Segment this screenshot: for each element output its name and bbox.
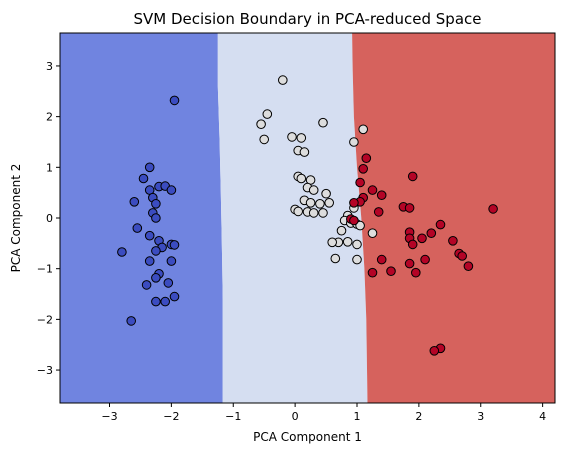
data-point-class-2 xyxy=(457,251,468,261)
data-point-class-1 xyxy=(305,198,316,208)
data-point-class-1 xyxy=(296,173,307,184)
data-point-class-0 xyxy=(117,247,127,257)
data-point-class-2 xyxy=(420,254,430,265)
x-axis-ticks: −3 −2 −1 0 1 2 3 4 xyxy=(101,403,546,423)
data-point-class-1 xyxy=(336,225,347,236)
y-tick-label: 3 xyxy=(46,60,53,73)
decision-region-class-2 xyxy=(352,33,555,403)
x-tick-label: −3 xyxy=(101,410,117,423)
data-point-class-0 xyxy=(132,223,143,233)
data-point-class-1 xyxy=(308,185,319,195)
data-point-class-0 xyxy=(126,316,136,326)
data-point-class-1 xyxy=(278,75,288,85)
x-tick-label: −1 xyxy=(225,410,241,423)
data-point-class-2 xyxy=(448,236,458,246)
data-point-class-0 xyxy=(151,199,161,209)
data-point-class-2 xyxy=(361,153,372,163)
y-tick-label: −2 xyxy=(37,313,53,326)
data-point-class-2 xyxy=(349,198,359,208)
data-point-class-2 xyxy=(411,267,421,278)
data-point-class-0 xyxy=(144,162,155,173)
data-point-class-1 xyxy=(262,109,273,119)
data-point-class-0 xyxy=(151,296,161,307)
data-point-class-1 xyxy=(352,254,362,265)
data-point-class-2 xyxy=(404,203,415,213)
data-point-class-0 xyxy=(129,197,140,207)
data-point-class-2 xyxy=(426,228,437,238)
data-point-class-2 xyxy=(417,233,427,244)
x-tick-label: 3 xyxy=(477,410,484,423)
data-point-class-1 xyxy=(296,133,307,143)
data-point-class-1 xyxy=(315,199,325,209)
data-point-class-1 xyxy=(287,132,297,142)
data-point-class-1 xyxy=(324,198,335,208)
data-point-class-2 xyxy=(404,258,415,269)
chart-title: SVM Decision Boundary in PCA-reduced Spa… xyxy=(133,10,481,28)
data-point-class-0 xyxy=(169,291,180,302)
y-tick-label: −1 xyxy=(37,263,53,276)
data-point-class-0 xyxy=(141,280,152,290)
data-point-class-2 xyxy=(407,171,418,182)
data-point-class-1 xyxy=(349,137,359,147)
data-point-class-0 xyxy=(166,185,177,195)
data-point-class-2 xyxy=(376,254,387,265)
data-points xyxy=(117,75,498,356)
decision-region-class-0 xyxy=(60,33,223,403)
data-point-class-1 xyxy=(318,208,328,218)
data-point-class-0 xyxy=(166,256,177,266)
data-point-class-0 xyxy=(160,296,170,307)
data-point-class-0 xyxy=(169,95,180,106)
data-point-class-1 xyxy=(355,220,365,231)
data-point-class-2 xyxy=(355,177,365,188)
y-tick-label: 0 xyxy=(46,212,53,225)
data-point-class-1 xyxy=(318,117,328,128)
y-axis-label: PCA Component 2 xyxy=(9,164,23,273)
x-tick-label: 4 xyxy=(539,410,546,423)
y-axis-ticks: −3 −2 −1 0 1 2 3 xyxy=(37,60,60,377)
data-point-class-2 xyxy=(429,346,440,356)
data-point-class-2 xyxy=(488,204,498,214)
x-tick-label: 1 xyxy=(354,410,361,423)
data-point-class-2 xyxy=(349,215,359,226)
y-tick-label: −3 xyxy=(37,364,53,377)
data-point-class-1 xyxy=(367,228,378,238)
data-point-class-0 xyxy=(144,230,155,241)
data-point-class-0 xyxy=(151,246,161,256)
data-point-class-2 xyxy=(373,207,384,217)
data-point-class-1 xyxy=(321,188,331,199)
data-point-class-2 xyxy=(367,185,378,195)
data-point-class-2 xyxy=(407,239,418,250)
data-point-class-1 xyxy=(330,253,341,264)
data-point-class-2 xyxy=(367,267,378,278)
decision-regions xyxy=(60,33,555,403)
data-point-class-0 xyxy=(163,278,174,288)
data-point-class-1 xyxy=(308,208,319,218)
data-point-class-2 xyxy=(435,219,446,230)
data-point-class-0 xyxy=(144,256,155,266)
x-tick-label: −2 xyxy=(163,410,179,423)
data-point-class-1 xyxy=(259,134,270,145)
y-tick-label: 1 xyxy=(46,161,53,174)
x-tick-label: 2 xyxy=(415,410,422,423)
data-point-class-2 xyxy=(358,164,369,174)
data-point-class-0 xyxy=(169,240,180,250)
data-point-class-0 xyxy=(151,273,161,283)
data-point-class-0 xyxy=(151,213,161,223)
data-point-class-1 xyxy=(342,237,353,247)
data-point-class-2 xyxy=(386,266,396,277)
data-point-class-2 xyxy=(376,190,387,200)
x-axis-label: PCA Component 1 xyxy=(253,430,362,444)
data-point-class-1 xyxy=(358,124,369,135)
y-tick-label: 2 xyxy=(46,111,53,124)
data-point-class-0 xyxy=(138,173,149,184)
data-point-class-1 xyxy=(327,237,338,248)
decision-region-class-1 xyxy=(217,33,368,403)
x-tick-label: 0 xyxy=(292,410,299,423)
data-point-class-1 xyxy=(352,239,362,250)
data-point-class-2 xyxy=(463,261,474,272)
data-point-class-1 xyxy=(293,206,304,217)
data-point-class-1 xyxy=(256,119,266,129)
data-point-class-1 xyxy=(299,147,310,157)
